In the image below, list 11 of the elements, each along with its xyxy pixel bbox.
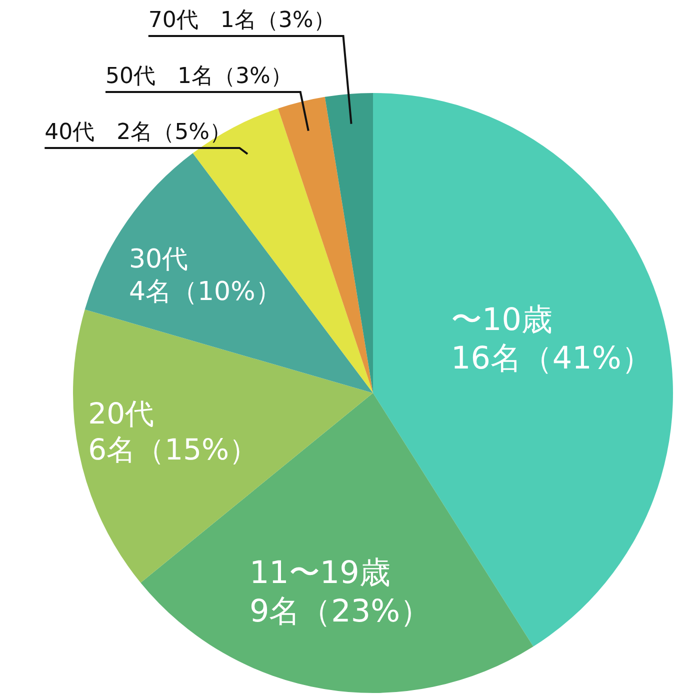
slice-label: 50代 1名（3%） — [105, 64, 292, 89]
data-label: 16名（41%） — [450, 340, 652, 377]
slice-label: 〜10歳 — [450, 302, 552, 338]
slice-label: 70代 1名（3%） — [148, 8, 336, 33]
slice-label: 40代 2名（5%） — [44, 120, 232, 145]
data-label: 6名（15%） — [88, 432, 258, 466]
slice-label: 20代 — [88, 396, 154, 430]
slice-label: 11〜19歳 — [249, 555, 390, 592]
data-label: 4名（10%） — [128, 276, 282, 307]
data-label: 9名（23%） — [249, 594, 432, 630]
slice-label: 30代 — [128, 244, 188, 275]
